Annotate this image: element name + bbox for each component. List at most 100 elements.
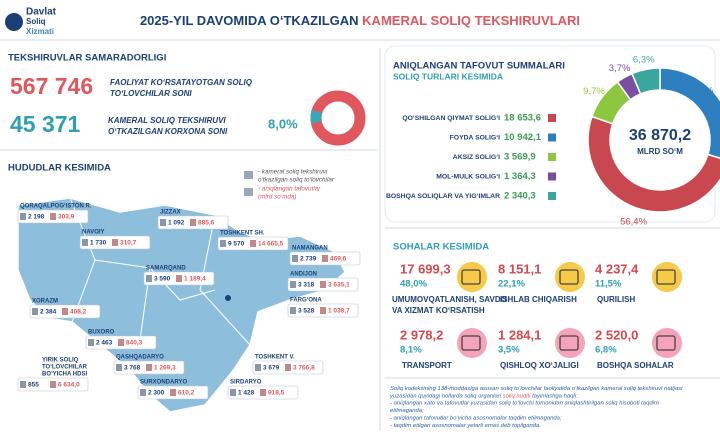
region-icon xyxy=(116,364,122,371)
legend-text: o‘tkazilgan soliq to‘lovchilar xyxy=(258,177,335,184)
legend-swatch xyxy=(548,114,556,122)
sector-name: BOSHQA SOHALAR xyxy=(597,361,674,370)
donut-unit: MLRD SO‘M xyxy=(637,147,683,156)
donut-segment xyxy=(659,67,720,159)
sector-value: 2 520,0 xyxy=(595,327,638,342)
region-amount: 610,2 xyxy=(178,390,195,397)
region-icon xyxy=(255,364,261,371)
region-icon xyxy=(250,240,256,247)
region-name: TOSHKENT V. xyxy=(255,355,295,361)
big-number: 567 746 xyxy=(10,73,93,99)
sector-icon-glyph xyxy=(656,335,676,351)
share-label: 56,4% xyxy=(620,216,647,227)
legend-value: 1 364,3 xyxy=(504,171,536,182)
region-count: 2 739 xyxy=(300,256,317,263)
region-amount: 1 038,7 xyxy=(328,308,350,315)
region-icon xyxy=(230,389,236,396)
sector-name: UMUMOVQATLANISH, SAVDO xyxy=(392,295,507,304)
sector-share: 3,5% xyxy=(498,345,520,356)
region-icon xyxy=(160,219,166,226)
share-label: 6,3% xyxy=(633,55,655,66)
sector-icon-glyph xyxy=(656,269,676,285)
logo-text: Soliq xyxy=(26,17,46,26)
donut-segment xyxy=(587,115,720,213)
region-count: 2 384 xyxy=(40,309,57,316)
sector-name: QISHLOQ XO‘JALIGI xyxy=(500,361,579,370)
footer-point: etilmaganda; xyxy=(390,408,424,414)
number-label: FAOLIYAT KO‘RSATAYOTGAN SOLIQ xyxy=(110,78,253,87)
sector-name: VA XIZMAT KO‘RSATISH xyxy=(392,306,485,315)
region-icon xyxy=(146,275,152,282)
region-icon xyxy=(32,308,38,315)
donut-segment xyxy=(310,109,323,124)
footer-point: - taqdim etilgan asosnomalar yetarli ema… xyxy=(390,423,541,429)
legend-value: 3 569,9 xyxy=(504,152,536,163)
region-amount: 6 634,0 xyxy=(58,382,80,389)
region-count: 3 528 xyxy=(298,308,315,315)
number-label: KAMERAL SOLIQ TEKSHIRUVI xyxy=(108,116,226,125)
number-label: O‘TKAZILGAN KORXONA SONI xyxy=(108,127,228,136)
region-icon xyxy=(260,389,266,396)
region-icon xyxy=(62,308,68,315)
chart-subtitle: SOLIQ TURLARI KESIMIDA xyxy=(393,71,503,81)
region-amount: 408,2 xyxy=(70,309,87,316)
legend-swatch xyxy=(548,192,556,200)
section-title: TEKSHIRUVLAR SAMARADORLIGI xyxy=(8,53,166,64)
region-icon xyxy=(118,339,124,346)
region-name: SAMARQAND xyxy=(146,266,186,272)
sector-share: 22,1% xyxy=(498,279,525,290)
sector-icon-glyph xyxy=(559,269,579,285)
legend-text: (mlrd so‘mda) xyxy=(258,194,297,201)
region-count: 3 318 xyxy=(298,282,315,289)
chart-title: ANIQLANGAN TAFOVUT SUMMALARI xyxy=(393,61,565,72)
region-count: 1 092 xyxy=(168,220,185,227)
region-icon xyxy=(20,213,26,220)
region-amount: 3 635,1 xyxy=(328,282,350,289)
legend-icon xyxy=(244,188,253,196)
region-name: QASHQADARYO xyxy=(116,355,164,361)
region-amount: 918,5 xyxy=(268,390,285,397)
region-icon xyxy=(292,255,298,262)
region-name: ANDIJON xyxy=(290,272,317,278)
region-count: 855 xyxy=(28,382,39,389)
region-amount: 1 189,4 xyxy=(184,276,206,283)
region-name: BUXORO xyxy=(88,330,115,336)
donut-total: 36 870,2 xyxy=(629,127,691,144)
sector-name: QURILISH xyxy=(597,295,635,304)
region-icon xyxy=(290,307,296,314)
logo-text: Xizmati xyxy=(26,27,54,36)
big-number: 45 371 xyxy=(10,111,81,137)
region-amount: 3 766,8 xyxy=(293,365,315,372)
map-borders xyxy=(69,197,251,346)
region-name: BO‘YICHA HDSI xyxy=(42,372,87,378)
region-icon xyxy=(112,239,118,246)
sector-name: TRANSPORT xyxy=(402,361,452,370)
region-icon xyxy=(220,240,226,247)
region-amount: 469,6 xyxy=(330,256,347,263)
legend-label: QO‘SHILGAN QIYMAT SOLIG‘I xyxy=(402,115,500,122)
region-amount: 14 665,5 xyxy=(258,241,284,248)
legend-value: 2 340,3 xyxy=(504,191,536,202)
legend-value: 10 942,1 xyxy=(504,132,542,143)
region-icon xyxy=(20,381,26,388)
region-name: TO‘LOVCHILAR xyxy=(42,365,88,371)
region-name: YIRIK SOLIQ xyxy=(42,358,79,364)
share-label: 3,7% xyxy=(609,63,631,74)
legend-value: 18 653,6 xyxy=(504,113,541,124)
capital-dot xyxy=(225,295,231,301)
title-part: 2025-YIL DAVOMIDA O‘TKAZILGAN xyxy=(140,13,362,28)
region-icon xyxy=(140,389,146,396)
footer-point: - aniqlangan xato va tafovutlar yuzasida… xyxy=(390,401,659,407)
region-icon xyxy=(82,239,88,246)
sector-value: 2 978,2 xyxy=(400,327,443,342)
region-icon xyxy=(146,364,152,371)
sector-value: 1 284,1 xyxy=(498,327,541,342)
sector-share: 11,5% xyxy=(595,279,622,290)
sector-share: 6,8% xyxy=(595,345,617,356)
footer-text: yuzasidan quyidagi hollarda soliq organl… xyxy=(389,393,578,399)
region-amount: 310,7 xyxy=(120,240,137,247)
region-count: 2 198 xyxy=(28,214,45,221)
region-amount: 885,6 xyxy=(198,220,215,227)
logo-emblem xyxy=(5,13,23,31)
